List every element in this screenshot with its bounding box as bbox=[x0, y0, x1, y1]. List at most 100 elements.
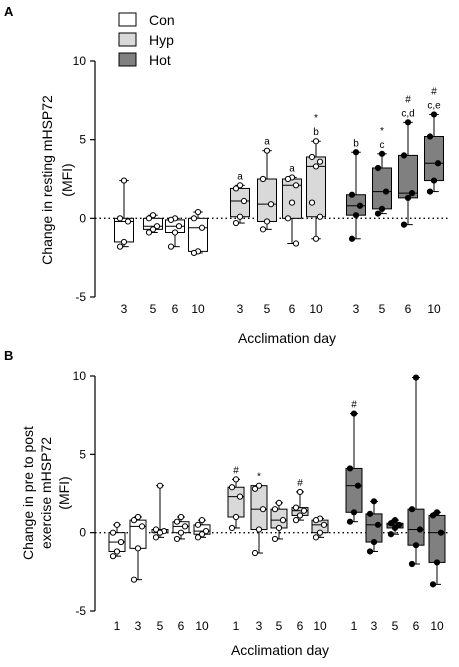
data-point bbox=[316, 529, 324, 536]
data-point bbox=[138, 523, 146, 530]
data-point bbox=[130, 576, 138, 583]
box-con-day-10 bbox=[188, 217, 208, 252]
data-point bbox=[404, 119, 412, 126]
data-point bbox=[408, 506, 416, 513]
data-point bbox=[350, 509, 358, 516]
x-tick-label: 6 bbox=[178, 619, 185, 633]
significance-label: a bbox=[237, 171, 243, 182]
data-point bbox=[167, 216, 175, 224]
x-axis-label: Acclimation day bbox=[238, 330, 336, 346]
x-tick-label: 6 bbox=[413, 619, 420, 633]
data-point bbox=[426, 133, 434, 140]
data-point bbox=[255, 482, 263, 489]
box-hot-day-5 bbox=[372, 167, 392, 210]
legend-swatch-con bbox=[118, 12, 137, 27]
x-tick-label: 5 bbox=[392, 619, 399, 633]
box-hot-day-1 bbox=[345, 467, 363, 513]
data-point bbox=[370, 538, 378, 546]
data-point bbox=[437, 529, 445, 536]
data-point bbox=[198, 224, 206, 231]
x-tick-label: 3 bbox=[135, 619, 142, 633]
data-point bbox=[312, 138, 320, 145]
data-point bbox=[190, 249, 198, 257]
legend-label-hyp: Hyp bbox=[149, 32, 174, 48]
x-tick-label: 10 bbox=[309, 302, 323, 316]
x-tick-label: 5 bbox=[150, 302, 157, 316]
data-point bbox=[167, 243, 175, 250]
data-point bbox=[198, 531, 206, 538]
significance-label: a bbox=[264, 137, 270, 148]
data-point bbox=[116, 243, 124, 250]
data-point bbox=[145, 215, 153, 222]
data-point bbox=[171, 229, 179, 236]
significance-label: c bbox=[380, 140, 385, 151]
y-tick-label: 0 bbox=[79, 526, 86, 540]
legend-label-con: Con bbox=[149, 12, 175, 28]
data-point bbox=[232, 513, 240, 521]
panel-b-letter: B bbox=[4, 348, 13, 363]
data-point bbox=[120, 177, 128, 184]
data-point bbox=[117, 538, 125, 546]
significance-label: # bbox=[351, 400, 357, 411]
data-point bbox=[370, 498, 378, 505]
significance-label: * bbox=[257, 472, 261, 483]
x-tick-label: 10 bbox=[195, 619, 209, 633]
legend: Con Hyp Hot bbox=[118, 12, 175, 68]
data-point bbox=[194, 521, 202, 528]
data-point bbox=[348, 191, 356, 198]
data-point bbox=[259, 226, 267, 233]
data-point bbox=[232, 476, 240, 483]
y-axis-label: Change in pre to post bbox=[20, 426, 36, 560]
data-point bbox=[292, 504, 300, 511]
data-point bbox=[374, 521, 382, 528]
data-point bbox=[113, 521, 121, 528]
data-point bbox=[366, 548, 374, 555]
significance-label: b bbox=[313, 127, 319, 138]
data-point bbox=[156, 482, 164, 489]
data-point bbox=[408, 190, 416, 197]
x-tick-label: 10 bbox=[313, 619, 327, 633]
box-hyp-day-5 bbox=[257, 178, 277, 222]
data-point bbox=[130, 517, 138, 524]
data-point bbox=[374, 164, 382, 172]
data-point bbox=[412, 542, 420, 549]
legend-label-hot: Hot bbox=[149, 52, 171, 68]
y-tick-label: 5 bbox=[79, 133, 86, 147]
data-point bbox=[292, 517, 300, 524]
data-point bbox=[124, 218, 132, 225]
data-point bbox=[198, 517, 206, 524]
data-point bbox=[366, 510, 374, 517]
data-point bbox=[232, 219, 240, 227]
x-tick-label: 1 bbox=[114, 619, 121, 633]
data-point bbox=[416, 526, 424, 533]
significance-label: b bbox=[353, 138, 359, 149]
data-point bbox=[275, 499, 283, 506]
data-point bbox=[190, 215, 198, 222]
x-tick-label: 6 bbox=[172, 302, 179, 316]
data-point bbox=[194, 534, 202, 541]
data-point bbox=[316, 213, 324, 220]
box-hot-day-6 bbox=[398, 154, 418, 199]
data-point bbox=[288, 199, 296, 206]
data-point bbox=[312, 517, 320, 524]
data-point bbox=[387, 531, 395, 538]
data-point bbox=[312, 534, 320, 541]
data-point bbox=[292, 182, 300, 189]
data-point bbox=[352, 149, 360, 156]
data-point bbox=[156, 529, 164, 536]
significance-label: # bbox=[233, 465, 239, 476]
y-tick-label: 10 bbox=[73, 369, 87, 383]
data-point bbox=[275, 524, 283, 532]
x-tick-label: 10 bbox=[427, 302, 441, 316]
data-point bbox=[181, 523, 189, 530]
x-tick-label: 5 bbox=[157, 619, 164, 633]
data-point bbox=[271, 506, 279, 513]
data-point bbox=[236, 213, 244, 220]
x-axis-label: Acclimation day bbox=[231, 642, 329, 658]
data-point bbox=[346, 518, 354, 525]
data-point bbox=[378, 150, 386, 157]
data-point bbox=[263, 147, 271, 154]
data-point bbox=[312, 163, 320, 170]
x-tick-label: 3 bbox=[353, 302, 360, 316]
data-point bbox=[271, 535, 279, 543]
